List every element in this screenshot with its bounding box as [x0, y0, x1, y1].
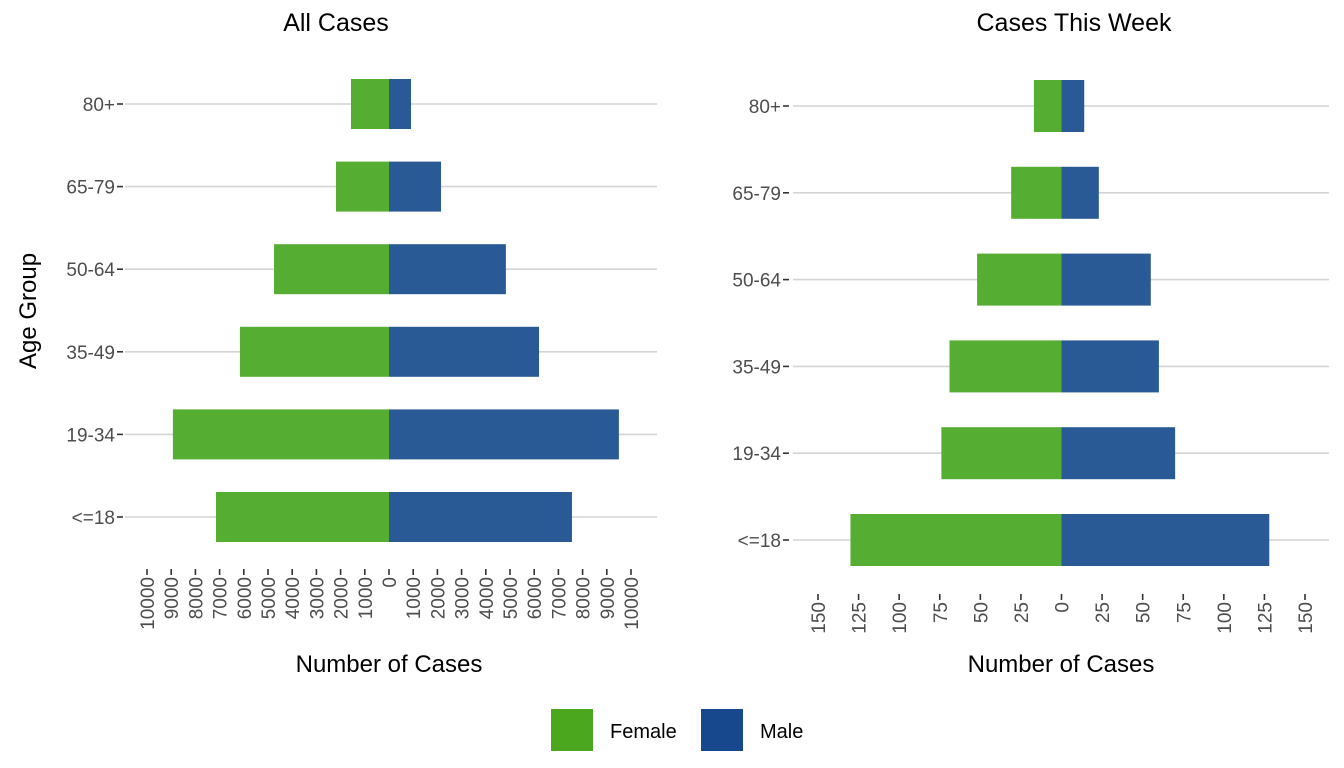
y-tick-label: 19-34	[732, 444, 781, 465]
y-tick-label: <=18	[72, 508, 115, 529]
legend-key-male	[701, 709, 743, 751]
x-axis-title: Number of Cases	[296, 651, 483, 678]
bar-female	[1011, 166, 1062, 219]
y-tick-label: 35-49	[66, 343, 115, 364]
legend-label-male: Male	[760, 721, 803, 743]
x-tick-label: 25	[1093, 602, 1114, 623]
x-tick-label: 3000	[307, 577, 328, 619]
y-tick-label: <=18	[738, 531, 781, 552]
x-tick-label: 4000	[283, 577, 304, 619]
chart-title: Cases This Week	[977, 9, 1172, 37]
x-tick-label: 8000	[574, 577, 595, 619]
bar-male	[389, 161, 442, 212]
y-axis-title: Age Group	[15, 253, 42, 369]
x-tick-label: 0	[1053, 602, 1074, 613]
y-tick-label: 80+	[83, 95, 115, 116]
bar-male	[1061, 514, 1270, 566]
x-tick-label: 5000	[259, 577, 280, 619]
bar-male	[1061, 427, 1176, 480]
bar-female	[172, 409, 389, 460]
x-tick-label: 50	[1134, 602, 1155, 623]
bar-female	[949, 340, 1062, 393]
x-axis: 150 125 100 75 50 25 0 25 50 75 100 125 150	[809, 594, 1317, 634]
y-axis: <=18 19-34 35-49 50-64 65-79 80+	[66, 95, 123, 529]
y-axis: <=18 19-34 35-49 50-64 65-79 80+	[732, 97, 789, 552]
y-tick-label: 50-64	[732, 271, 781, 292]
chart-title: All Cases	[283, 9, 389, 37]
x-tick-label: 1000	[356, 577, 377, 619]
x-tick-label: 10000	[138, 577, 159, 630]
legend-label-female: Female	[610, 721, 677, 743]
y-tick-label: 19-34	[66, 425, 115, 446]
y-tick-label: 80+	[749, 97, 781, 118]
legend: Female Male	[551, 709, 803, 751]
bar-female	[336, 161, 389, 212]
bar-female	[239, 326, 389, 377]
bars	[172, 79, 619, 542]
x-tick-label: 2000	[428, 577, 449, 619]
x-axis-title: Number of Cases	[968, 651, 1155, 678]
x-tick-label: 6000	[525, 577, 546, 619]
x-tick-label: 3000	[453, 577, 474, 619]
y-tick-label: 50-64	[66, 260, 115, 281]
bar-female	[351, 79, 389, 129]
x-tick-label: 50	[971, 602, 992, 623]
x-tick-label: 2000	[332, 577, 353, 619]
x-tick-label: 25	[1012, 602, 1033, 623]
x-tick-label: 100	[1215, 602, 1236, 634]
bar-female	[850, 514, 1062, 566]
x-tick-label: 9000	[598, 577, 619, 619]
bar-female	[1033, 80, 1062, 132]
bar-male	[1061, 166, 1099, 219]
bar-female	[977, 253, 1062, 306]
legend-key-female	[551, 709, 593, 751]
x-tick-label: 100	[890, 602, 911, 634]
bar-male	[389, 492, 572, 542]
bar-female	[215, 492, 389, 542]
x-tick-label: 150	[809, 602, 830, 634]
x-tick-label: 7000	[211, 577, 232, 619]
x-tick-label: 9000	[162, 577, 183, 619]
bar-female	[274, 244, 389, 295]
y-tick-label: 35-49	[732, 357, 781, 378]
x-tick-label: 1000	[404, 577, 425, 619]
x-tick-label: 75	[931, 602, 952, 623]
bar-male	[1061, 80, 1085, 132]
bar-male	[1061, 340, 1159, 393]
x-tick-label: 7000	[549, 577, 570, 619]
bar-male	[389, 326, 540, 377]
panel-cases-this-week: Cases This Week Number of Cases <=18 19-3…	[732, 9, 1329, 678]
x-tick-label: 150	[1296, 602, 1317, 634]
x-tick-label: 5000	[501, 577, 522, 619]
y-tick-label: 65-79	[66, 178, 115, 199]
bar-male	[389, 409, 619, 460]
x-tick-label: 125	[850, 602, 871, 634]
bar-female	[941, 427, 1062, 480]
bars	[850, 80, 1270, 566]
x-tick-label: 8000	[186, 577, 207, 619]
x-tick-label: 75	[1174, 602, 1195, 623]
bar-male	[389, 244, 506, 295]
x-axis: 10000 9000 8000 7000 6000 5000 4000 3000 2000 100…	[138, 569, 643, 630]
x-tick-label: 6000	[235, 577, 256, 619]
bar-male	[1061, 253, 1151, 306]
x-tick-label: 125	[1255, 602, 1276, 634]
x-tick-label: 10000	[622, 577, 643, 630]
x-tick-label: 0	[380, 577, 401, 588]
bar-male	[389, 79, 412, 129]
panel-all-cases: All Cases Age Group Number of Cases <=18…	[15, 9, 657, 678]
y-tick-label: 65-79	[732, 184, 781, 205]
x-tick-label: 4000	[477, 577, 498, 619]
